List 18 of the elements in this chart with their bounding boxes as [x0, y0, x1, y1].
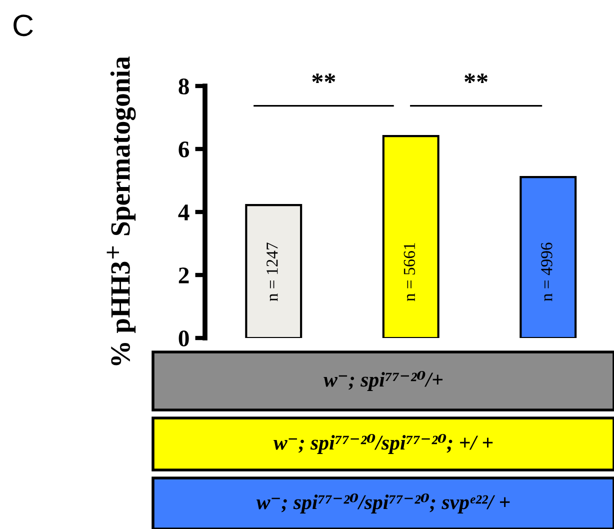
y-tick-label: 4 — [178, 204, 190, 220]
annotation: n = 5661 — [404, 243, 416, 302]
text: ** — [464, 74, 488, 84]
y-tick-label: 0 — [178, 330, 189, 346]
y-tick-label: 6 — [178, 142, 190, 158]
bar — [245, 204, 302, 338]
y-tick-label: 2 — [178, 268, 189, 284]
y-tick-label: 8 — [178, 78, 189, 94]
text: w⁻; spi⁷⁷⁻²⁰/+ — [324, 371, 443, 391]
text: ** — [312, 74, 336, 84]
bar — [520, 176, 577, 338]
annotation: n = 4996 — [541, 242, 552, 302]
y-axis-title: % pHH3$^{+}$ Spermatogonia — [106, 56, 136, 366]
bar — [382, 135, 440, 338]
text: w⁻; spi⁷⁷⁻²⁰/spi⁷⁷⁻²⁰; svpᵉ²²/ + — [256, 494, 510, 514]
text: w⁻; spi⁷⁷⁻²⁰/spi⁷⁷⁻²⁰; +/ + — [274, 434, 493, 454]
annotation: n = 1247 — [266, 242, 278, 302]
text: C — [14, 14, 33, 36]
